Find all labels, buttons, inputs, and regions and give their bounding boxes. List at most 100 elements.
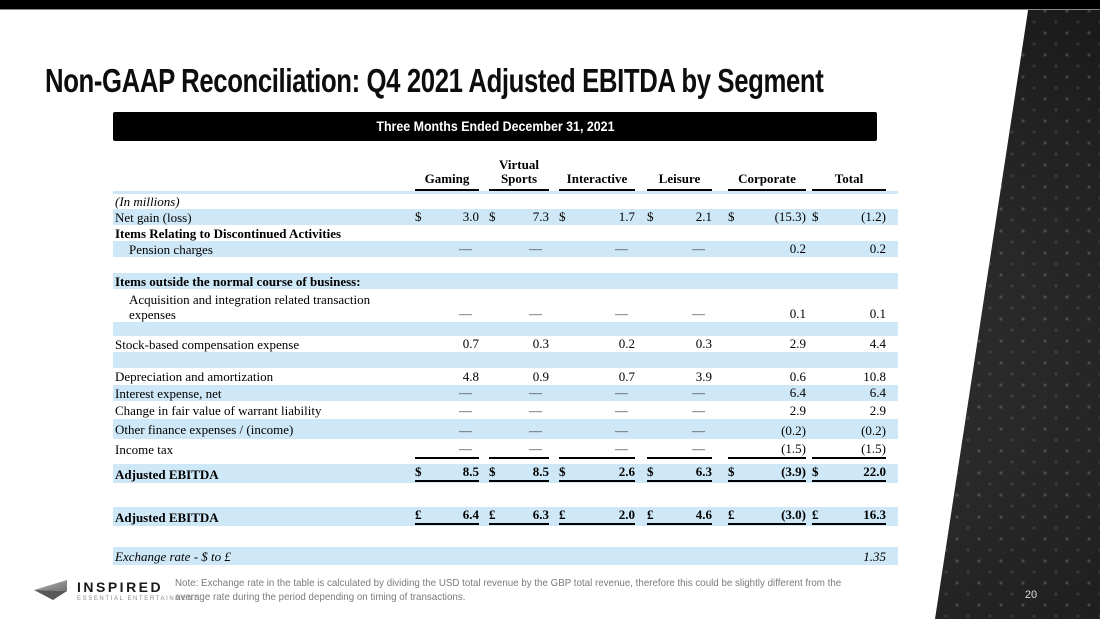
value-cell-interactive: — [559,439,635,459]
row-label: Adjusted EBITDA [115,467,219,482]
cell-value: 4.6 [695,507,712,522]
row-label: Depreciation and amortization [115,369,274,384]
value-cell-leisure: — [647,439,712,459]
table-row: Items outside the normal course of busin… [113,273,898,289]
value-cell-corporate: 2.9 [728,401,806,419]
value-cell-interactive: 0.2 [559,336,635,352]
value-cell-gaming [415,547,479,565]
table-row: Change in fair value of warrant liabilit… [113,401,898,419]
cell-value: — [692,403,705,418]
value-cell-virtual-sports: — [489,385,549,401]
cell-value: (15.3) [774,209,806,224]
logo-tagline: ESSENTIAL ENTERTAINMENT [77,595,199,602]
currency-symbol: $ [728,464,735,479]
cell-value: 0.9 [532,369,549,384]
row-label: Adjusted EBITDA [115,510,219,525]
value-cell-interactive: — [559,419,635,439]
value-cell-virtual-sports: — [489,439,549,459]
currency-symbol: $ [489,209,496,224]
row-label: Items Relating to Discontinued Activitie… [115,225,342,241]
value-cell-corporate: 6.4 [728,385,806,401]
cell-value: — [692,441,705,456]
spacer-row [113,526,898,547]
cell-value: — [692,423,705,438]
table-row: Income tax — — — — (1.5) (1.5) [113,439,898,459]
value-cell-interactive: — [559,385,635,401]
page-title: Non-GAAP Reconciliation: Q4 2021 Adjuste… [45,62,824,99]
currency-symbol: $ [728,209,735,224]
spacer-row [113,483,898,507]
value-cell-virtual-sports: $7.3 [489,209,549,225]
currency-symbol: $ [559,209,566,224]
value-cell-virtual-sports: — [489,289,549,322]
value-cell-gaming: — [415,289,479,322]
cell-value: — [692,385,705,400]
value-cell-gaming: — [415,419,479,439]
value-cell-corporate: £ (3.0) [728,507,806,526]
currency-symbol: $ [647,464,654,479]
table-row: Stock-based compensation expense 0.7 0.3 0.… [113,336,898,352]
value-cell-total: 6.4 [812,385,886,401]
value-cell-leisure: 0.3 [647,336,712,352]
cell-value: 6.3 [695,464,712,479]
value-cell-virtual-sports [489,547,549,565]
table-row: Net gain (loss) $3.0 $7.3 $1.7 $2.1 $ (15.3) $(… [113,209,898,225]
cell-value: — [529,403,542,418]
cell-value: 0.3 [695,336,712,351]
currency-symbol: $ [489,464,496,479]
row-label: Exchange rate - $ to £ [115,548,231,564]
row-label: Acquisition and integration related tran… [129,292,371,322]
value-cell-interactive: $1.7 [559,209,635,225]
value-cell-total: £16.3 [812,507,886,526]
value-cell-gaming: — [415,439,479,459]
value-cell-gaming: $3.0 [415,209,479,225]
value-cell-corporate: 0.6 [728,368,806,385]
currency-symbol: $ [812,464,819,479]
cell-value: 2.1 [695,209,712,224]
cell-value: — [615,241,628,256]
row-label: Pension charges [129,241,213,257]
currency-symbol: £ [559,507,566,522]
table-row: Exchange rate - $ to £ 1.35 [113,547,898,565]
value-cell-interactive: 0.7 [559,368,635,385]
table-row: Depreciation and amortization 4.8 0.9 0.7 3.… [113,368,898,385]
value-cell-interactive: — [559,401,635,419]
footnote-text: Note: Exchange rate in the table is calc… [175,577,842,603]
cell-value: — [459,241,472,256]
cell-value: — [615,306,628,321]
value-cell-total: 4.4 [812,336,886,352]
value-cell-gaming: $8.5 [415,464,479,483]
cell-value: 22.0 [863,464,886,479]
cell-value: 2.0 [618,507,635,522]
cell-value: — [529,241,542,256]
value-cell-gaming: £6.4 [415,507,479,526]
cell-value: 6.4 [462,507,479,522]
cell-value: (3.9) [781,464,806,479]
currency-symbol: $ [812,209,819,224]
value-cell-total: 10.8 [812,368,886,385]
value-cell-leisure: — [647,401,712,419]
cell-value: — [615,423,628,438]
value-cell-virtual-sports: £6.3 [489,507,549,526]
cell-value: — [529,423,542,438]
cell-value: 7.3 [532,209,549,224]
value-cell-total: (0.2) [812,419,886,439]
cell-value: 0.1 [789,306,806,321]
value-cell-virtual-sports: 0.9 [489,368,549,385]
cell-value: 0.2 [789,241,806,256]
table-row: (In millions) [113,194,898,209]
table-header-row: Gaming Virtual Sports Interactive Leisure Co… [113,145,898,191]
row-label: Net gain (loss) [115,209,192,225]
value-cell-corporate: 0.1 [728,289,806,322]
cell-value: (1.2) [861,209,886,224]
table-row: Adjusted EBITDA $8.5 $8.5 $2.6 $6.3 $ (3.9) $22… [113,464,898,483]
value-cell-corporate [728,547,806,565]
value-cell-corporate: $ (15.3) [728,209,806,225]
spacer-row [113,191,898,194]
table-row: Pension charges — — — — 0.2 0.2 [113,241,898,257]
currency-symbol: $ [647,209,654,224]
cell-value: (3.0) [781,507,806,522]
cell-value: 4.8 [462,369,479,384]
value-cell-interactive: $2.6 [559,464,635,483]
cell-value: 6.3 [532,507,549,522]
